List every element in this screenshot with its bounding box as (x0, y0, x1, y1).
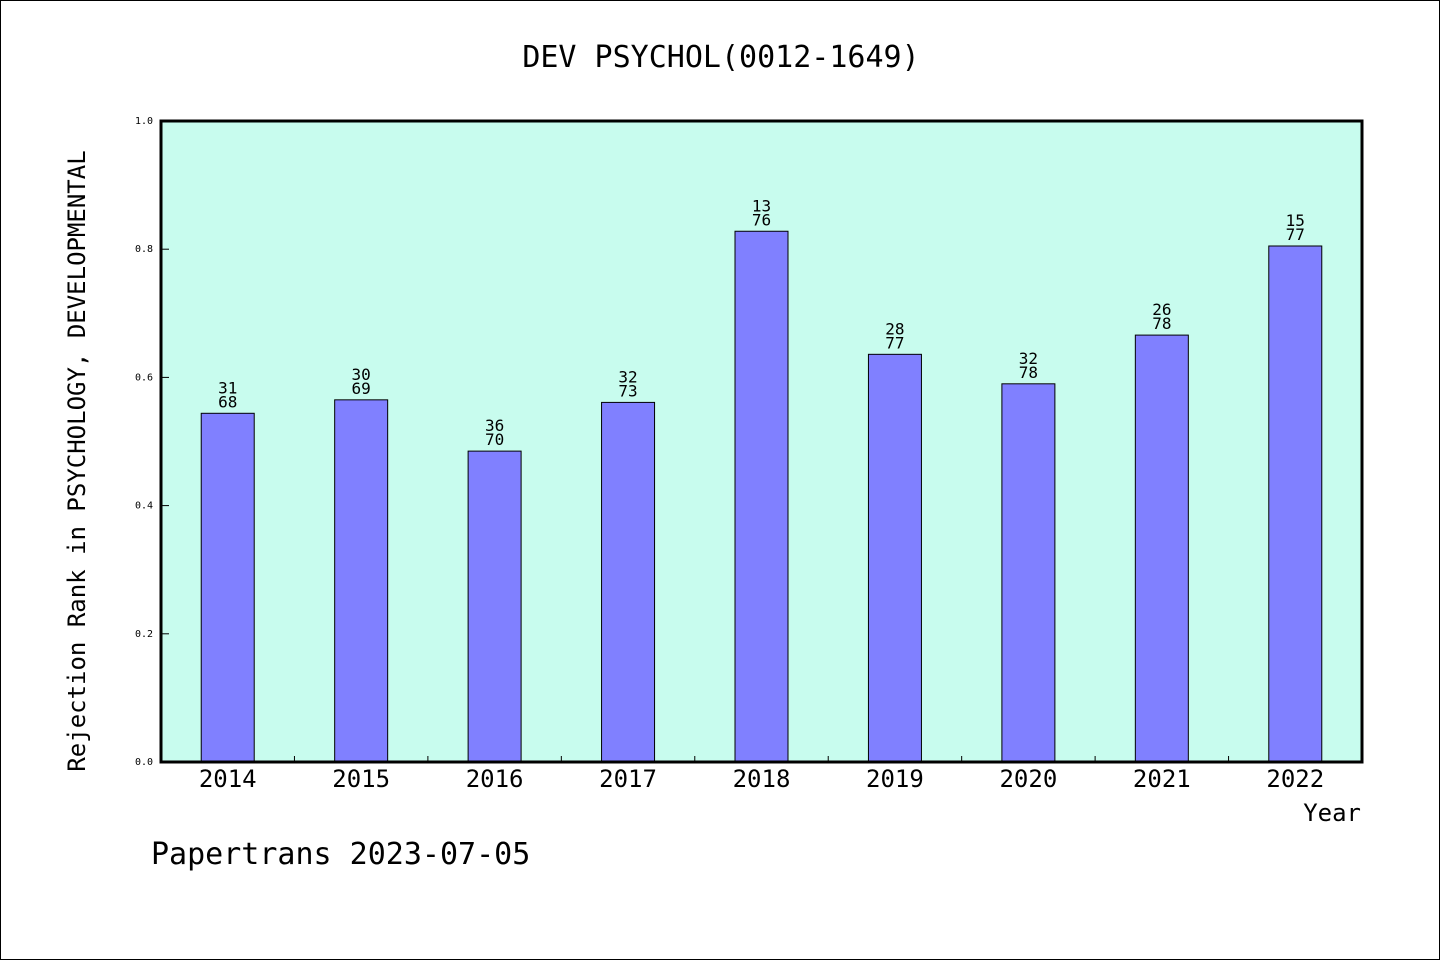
x-tick-label-2018: 2018 (733, 765, 791, 793)
bar-label-bottom-2017: 73 (618, 381, 637, 400)
bar-label-bottom-2016: 70 (485, 430, 504, 449)
y-tick-label-0.4: 0.4 (135, 501, 153, 512)
bar-label-bottom-2014: 68 (218, 392, 237, 411)
y-tick-label-0.0: 0.0 (135, 757, 153, 768)
bar-label-top-2015: 30 (352, 365, 371, 384)
bar-label-bottom-2019: 77 (885, 333, 904, 352)
bar-label-top-2016: 36 (485, 416, 504, 435)
bar-label-top-2017: 32 (618, 367, 637, 386)
bar-label-bottom-2015: 69 (352, 379, 371, 398)
bar-label-top-2021: 26 (1152, 300, 1171, 319)
bar-label-top-2019: 28 (885, 319, 904, 338)
x-tick-label-2021: 2021 (1133, 765, 1191, 793)
x-tick-label-2020: 2020 (999, 765, 1057, 793)
plot-border (159, 119, 1364, 764)
x-tick-label-2014: 2014 (199, 765, 257, 793)
bar-2018 (734, 230, 789, 763)
bar-2022 (1268, 245, 1323, 763)
bar-2014 (200, 412, 255, 763)
bar-label-bottom-2018: 76 (752, 210, 771, 229)
footer-date: Papertrans 2023-07-05 (151, 837, 530, 872)
x-tick-label-2022: 2022 (1266, 765, 1324, 793)
bar-label-bottom-2022: 77 (1286, 225, 1305, 244)
y-tick-label-0.6: 0.6 (135, 372, 153, 383)
x-tick-label-2017: 2017 (599, 765, 657, 793)
x-tick-label-2015: 2015 (332, 765, 390, 793)
x-tick-label-2016: 2016 (466, 765, 524, 793)
bar-2019 (867, 353, 922, 763)
bar-2016 (467, 450, 522, 763)
x-axis: 2014 2015 2016 2017 2018 2019 2020 2021 2022 (199, 756, 1324, 793)
bar-label-top-2014: 31 (218, 378, 237, 397)
y-tick-label-1.0: 1.0 (135, 116, 153, 127)
bars-group (200, 230, 1323, 763)
bar-2015 (334, 399, 389, 763)
bar-label-top-2018: 13 (752, 196, 771, 215)
x-axis-label: Year (1303, 799, 1361, 827)
x-tick-label-2019: 2019 (866, 765, 924, 793)
bar-label-bottom-2021: 78 (1152, 314, 1171, 333)
bar-label-top-2020: 32 (1019, 349, 1038, 368)
y-tick-label-0.8: 0.8 (135, 244, 153, 255)
bar-2017 (601, 401, 656, 763)
bar-2021 (1134, 334, 1189, 763)
bar-label-top-2022: 15 (1286, 211, 1305, 230)
y-axis-label: Rejection Rank in PSYCHOLOGY, DEVELOPMEN… (63, 150, 91, 771)
y-tick-label-0.2: 0.2 (135, 629, 153, 640)
chart-title: DEV PSYCHOL(0012-1649) (522, 40, 919, 75)
bar-2020 (1001, 383, 1056, 763)
bar-label-bottom-2020: 78 (1019, 363, 1038, 382)
